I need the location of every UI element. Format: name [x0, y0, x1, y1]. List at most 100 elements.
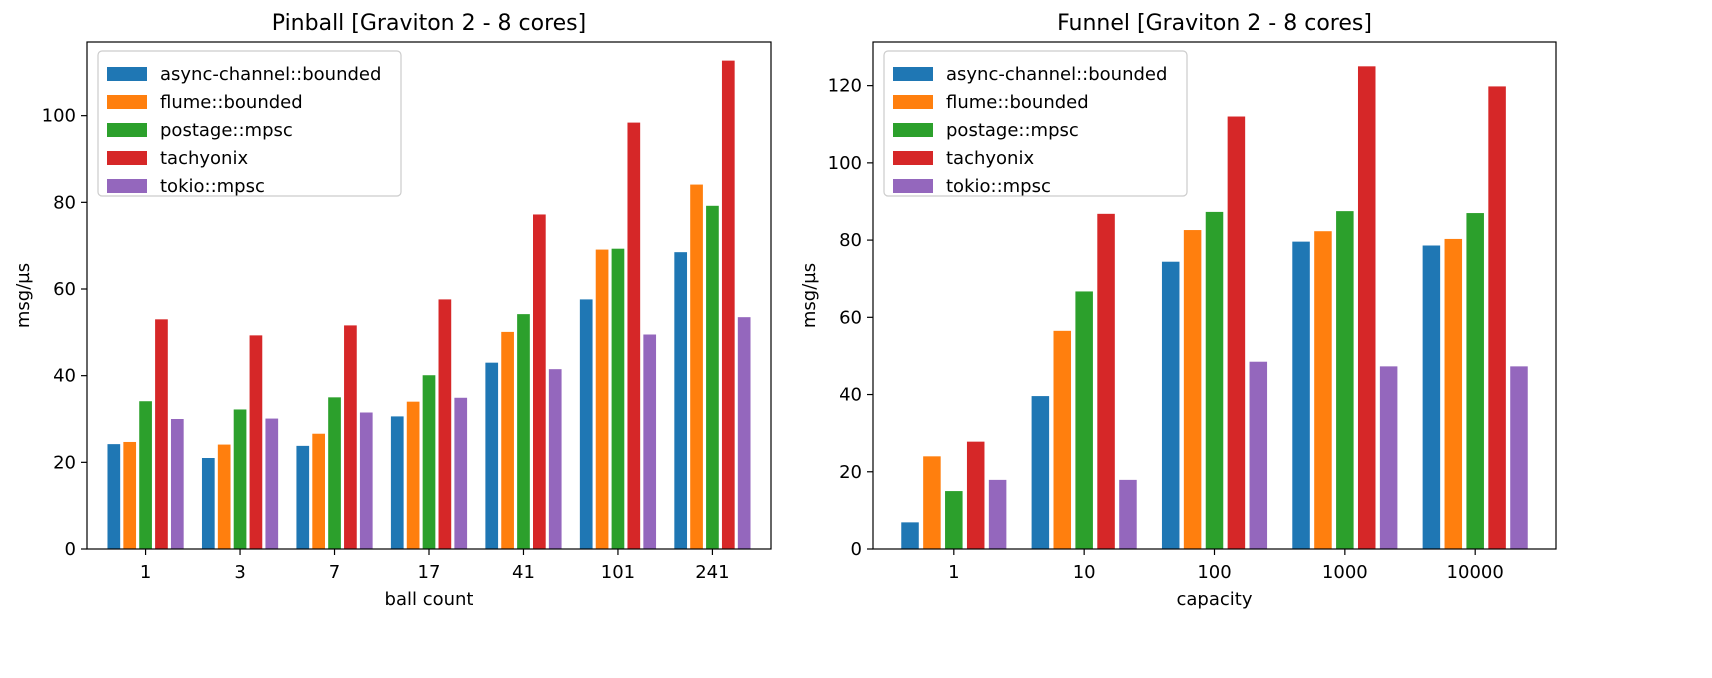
bar-postage-mpsc-7	[328, 397, 341, 549]
chart-title: Funnel [Graviton 2 - 8 cores]	[1057, 11, 1372, 36]
x-axis-label: ball count	[385, 589, 474, 610]
chart-title: Pinball [Graviton 2 - 8 cores]	[272, 11, 586, 36]
y-tick-label: 120	[828, 76, 862, 97]
bar-postage-mpsc-10000	[1466, 213, 1484, 549]
x-tick-label: 1	[140, 562, 151, 583]
bar-tokio-mpsc-17	[454, 397, 468, 549]
legend-swatch	[893, 151, 933, 165]
x-tick-label: 17	[418, 562, 441, 583]
legend-swatch	[107, 123, 147, 137]
bar-flume-bounded-1000	[1314, 231, 1332, 549]
legend-swatch	[107, 151, 147, 165]
y-tick-label: 40	[839, 385, 862, 406]
chart-1: Funnel [Graviton 2 - 8 cores]1 10 100 1000 1…	[799, 11, 1557, 610]
y-axis-label: msg/µs	[799, 263, 820, 328]
bar-async-channel-bounded-7	[296, 445, 310, 549]
bar-postage-mpsc-101	[611, 248, 625, 549]
bar-tachyonix-7	[344, 325, 357, 549]
legend-entry: tachyonix	[946, 148, 1034, 169]
bar-tachyonix-1	[966, 441, 985, 549]
bar-postage-mpsc-100	[1205, 211, 1224, 549]
x-tick-label: 1000	[1322, 562, 1368, 583]
legend-box	[883, 50, 1188, 197]
bar-tokio-mpsc-41	[548, 369, 562, 549]
bars	[107, 60, 751, 550]
bar-tokio-mpsc-101	[643, 334, 657, 549]
bar-async-channel-bounded-1000	[1292, 241, 1310, 549]
legend-swatch	[893, 179, 933, 193]
legend: async-channel::boundedflume::boundedpost…	[97, 50, 402, 197]
bar-tachyonix-1000	[1357, 66, 1376, 549]
bar-flume-bounded-17	[406, 401, 420, 549]
legend-swatch	[107, 95, 147, 109]
bar-postage-mpsc-17	[422, 375, 436, 549]
chart-0: Pinball [Graviton 2 - 8 cores] 1 3 7 17 41 101…	[13, 11, 772, 610]
bar-async-channel-bounded-10000	[1422, 245, 1441, 549]
bar-async-channel-bounded-100	[1161, 261, 1180, 549]
bar-tokio-mpsc-10000	[1510, 366, 1528, 549]
legend-swatch	[107, 67, 147, 81]
bar-flume-bounded-1	[923, 456, 941, 549]
x-tick-label: 7	[329, 562, 340, 583]
bar-tachyonix-100	[1227, 116, 1246, 550]
legend-swatch	[107, 179, 147, 193]
y-tick-label: 100	[828, 153, 862, 174]
bar-tachyonix-101	[627, 122, 641, 549]
bar-async-channel-bounded-3	[201, 458, 215, 549]
bar-tachyonix-10	[1097, 213, 1115, 549]
legend-swatch	[893, 67, 933, 81]
legend-entry: flume::bounded	[946, 92, 1089, 113]
x-tick-label: 241	[695, 562, 729, 583]
legend-entry: async-channel::bounded	[946, 64, 1167, 85]
bar-tokio-mpsc-3	[265, 418, 279, 549]
legend-box	[97, 50, 402, 197]
bar-tachyonix-1	[155, 319, 168, 549]
y-tick-label: 40	[53, 366, 76, 387]
bar-postage-mpsc-1	[945, 491, 963, 549]
legend-entry: tokio::mpsc	[160, 176, 265, 197]
bar-tachyonix-41	[533, 214, 546, 549]
bar-async-channel-bounded-1	[901, 522, 919, 549]
bar-flume-bounded-1	[123, 441, 137, 549]
bar-flume-bounded-3	[217, 444, 231, 549]
legend: async-channel::boundedflume::boundedpost…	[883, 50, 1188, 197]
y-tick-label: 80	[839, 230, 862, 251]
x-tick-label: 10000	[1447, 562, 1504, 583]
bar-tokio-mpsc-10	[1119, 479, 1137, 549]
x-tick-label: 100	[1197, 562, 1231, 583]
bar-tokio-mpsc-1000	[1379, 366, 1398, 549]
bar-tachyonix-17	[438, 299, 452, 549]
y-tick-label: 0	[851, 539, 862, 560]
y-tick-label: 100	[42, 106, 76, 127]
bar-tokio-mpsc-7	[359, 412, 373, 549]
x-tick-label: 3	[234, 562, 245, 583]
bar-postage-mpsc-241	[706, 205, 719, 550]
legend-swatch	[893, 123, 933, 137]
bar-tachyonix-3	[249, 335, 263, 549]
bar-tokio-mpsc-100	[1249, 361, 1268, 549]
bar-flume-bounded-10000	[1444, 238, 1463, 549]
y-tick-label: 60	[53, 279, 76, 300]
legend-entry: tokio::mpsc	[946, 176, 1051, 197]
bar-async-channel-bounded-101	[579, 299, 593, 549]
legend-entry: async-channel::bounded	[160, 64, 381, 85]
y-axis-label: msg/µs	[13, 263, 34, 328]
bar-tokio-mpsc-1	[988, 479, 1007, 549]
legend-entry: postage::mpsc	[160, 120, 293, 141]
x-axis-label: capacity	[1177, 589, 1253, 610]
y-tick-label: 80	[53, 192, 76, 213]
x-tick-label: 41	[512, 562, 535, 583]
bar-async-channel-bounded-10	[1031, 396, 1050, 549]
legend-swatch	[893, 95, 933, 109]
legend-entry: postage::mpsc	[946, 120, 1079, 141]
bar-postage-mpsc-41	[517, 314, 530, 549]
bar-tokio-mpsc-241	[737, 317, 751, 549]
bar-flume-bounded-10	[1053, 330, 1072, 549]
y-tick-label: 60	[839, 307, 862, 328]
bar-async-channel-bounded-41	[485, 362, 499, 549]
y-tick-label: 0	[65, 539, 76, 560]
bar-postage-mpsc-3	[233, 409, 247, 549]
bar-tachyonix-241	[721, 60, 735, 549]
x-tick-label: 1	[948, 562, 959, 583]
